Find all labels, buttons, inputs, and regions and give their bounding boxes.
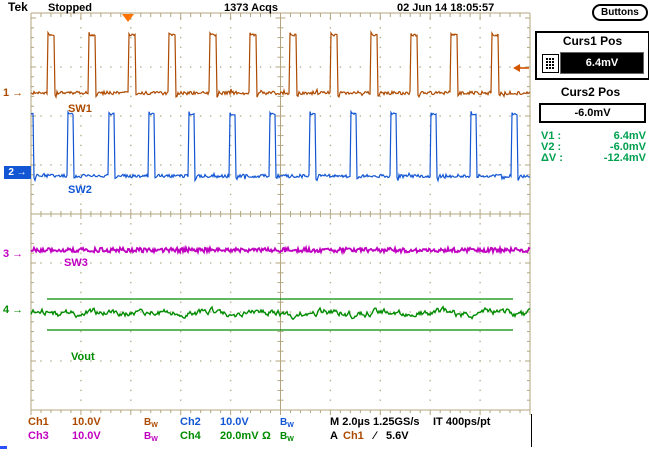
ch4-scale: 20.0mV bbox=[220, 430, 259, 442]
curs1-pos-title: Curs1 Pos bbox=[562, 34, 623, 48]
ch1-scale: 10.0V bbox=[72, 416, 101, 428]
waveform-label-vout: Vout bbox=[71, 351, 95, 363]
ch2-name: Ch2 bbox=[180, 416, 201, 428]
ch2-scale: 10.0V bbox=[220, 416, 249, 428]
buttons-button[interactable]: Buttons bbox=[592, 4, 648, 21]
timebase-readout: M 2.0µs 1.25GS/s bbox=[330, 416, 420, 428]
curs1-pos-field[interactable]: 6.4mV bbox=[560, 52, 644, 74]
v2-value: -6.0mV bbox=[609, 141, 646, 153]
ch2-reference-marker: 2 → bbox=[4, 166, 31, 179]
cursor-readout-v2: V2 : -6.0mV bbox=[539, 141, 646, 153]
readout-divider bbox=[531, 414, 532, 447]
ch4-impedance: Ω bbox=[262, 430, 271, 442]
cursor-readout-v1: V1 : 6.4mV bbox=[539, 130, 646, 142]
trigger-source: Ch1 bbox=[343, 430, 364, 442]
v2-label: V2 : bbox=[541, 141, 562, 153]
trigger-mode: A bbox=[330, 430, 338, 442]
curs2-pos-title: Curs2 Pos bbox=[560, 85, 621, 99]
keypad-icon[interactable] bbox=[542, 54, 559, 73]
waveform-label-sw3: SW3 bbox=[64, 257, 88, 269]
ch3-bandwidth-badge: BW bbox=[144, 431, 158, 443]
ch4-bandwidth-badge: BW bbox=[280, 431, 294, 443]
ch1-bandwidth-badge: BW bbox=[144, 417, 158, 429]
ch1-reference-marker: 1 → bbox=[3, 87, 24, 99]
ch1-name: Ch1 bbox=[28, 416, 49, 428]
ch4-reference-marker: 4 → bbox=[3, 304, 24, 316]
acquisition-count: 1373 Acqs bbox=[224, 2, 279, 14]
trigger-level: 5.6V bbox=[386, 430, 409, 442]
waveform-label-sw2: SW2 bbox=[68, 184, 92, 196]
v1-value: 6.4mV bbox=[613, 130, 646, 142]
ch4-name: Ch4 bbox=[180, 430, 201, 442]
trigger-slope-icon: ∕ bbox=[374, 430, 376, 442]
ch3-scale: 10.0V bbox=[72, 430, 101, 442]
tek-logo: Tek bbox=[8, 0, 28, 14]
dv-label: ΔV : bbox=[541, 152, 563, 164]
curs1-pos-panel: Curs1 Pos 6.4mV bbox=[535, 31, 649, 80]
cursor-readout-dv: ΔV : -12.4mV bbox=[539, 152, 646, 164]
trigger-position-marker[interactable] bbox=[122, 14, 134, 22]
ch3-reference-marker: 3 → bbox=[3, 248, 24, 260]
keypad-dots bbox=[546, 58, 548, 60]
v1-label: V1 : bbox=[541, 130, 562, 142]
curs2-pos-field[interactable]: -6.0mV bbox=[539, 103, 646, 123]
waveform-label-sw1: SW1 bbox=[68, 103, 92, 115]
dv-value: -12.4mV bbox=[603, 152, 646, 164]
ch3-name: Ch3 bbox=[28, 430, 49, 442]
acquisition-status: Stopped bbox=[48, 2, 92, 14]
datetime: 02 Jun 14 18:05:57 bbox=[397, 2, 495, 14]
interpolation-readout: IT 400ps/pt bbox=[433, 416, 491, 428]
ch2-bandwidth-badge: BW bbox=[280, 417, 294, 429]
screen-artifact bbox=[0, 446, 7, 449]
